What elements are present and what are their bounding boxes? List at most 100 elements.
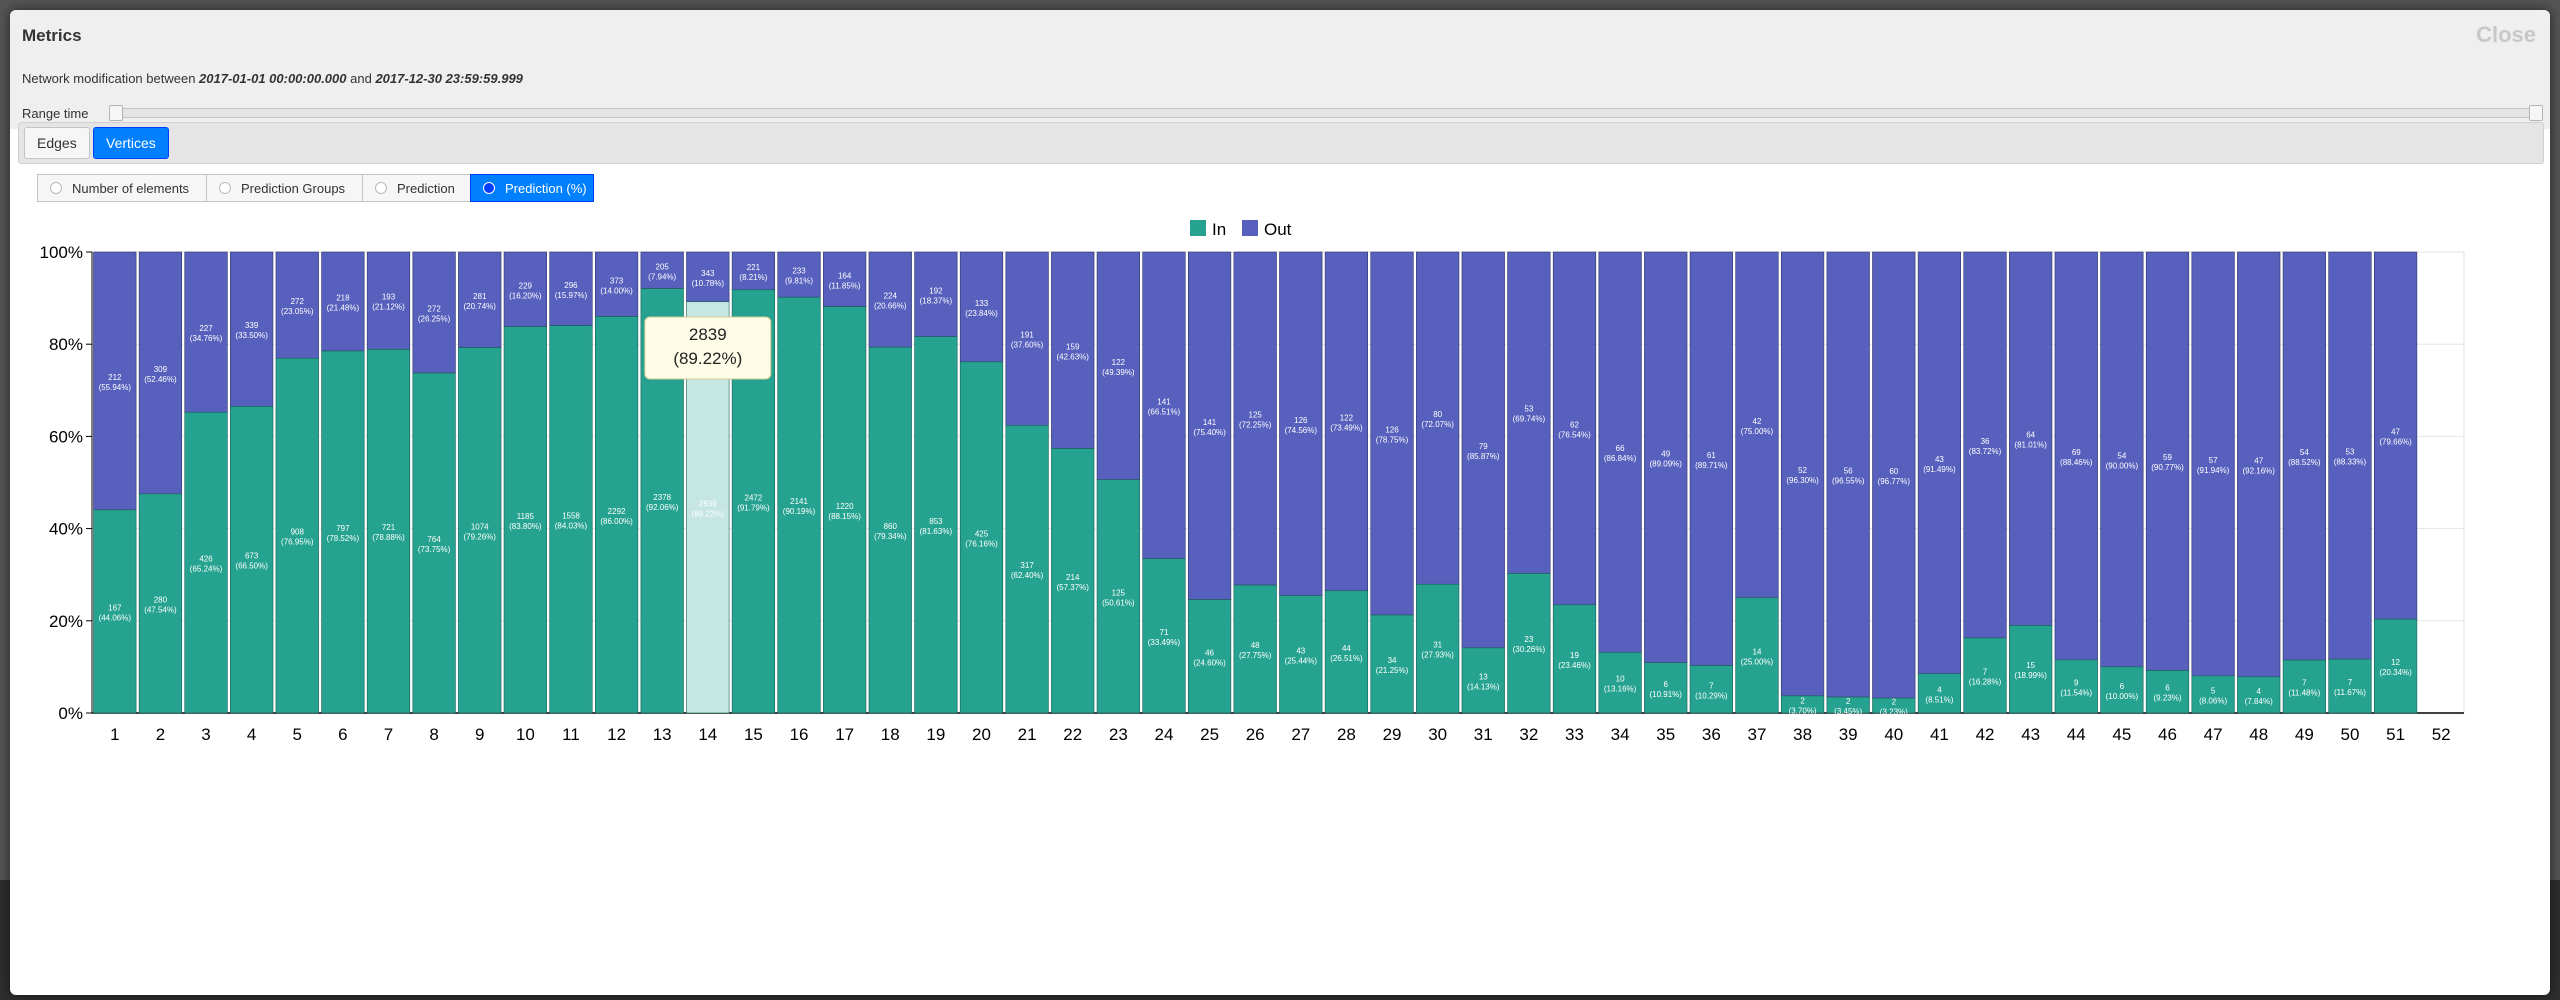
bar-in[interactable] (1826, 696, 1870, 714)
bar-in[interactable] (823, 306, 867, 714)
bar-in[interactable] (594, 316, 639, 714)
bar-out[interactable] (184, 251, 228, 413)
bar-out[interactable] (2282, 251, 2326, 661)
bar-out[interactable] (1187, 251, 1232, 600)
bar-in[interactable] (138, 493, 183, 714)
bar-in[interactable] (777, 296, 821, 714)
bar-out[interactable] (823, 251, 867, 307)
bar-out[interactable] (1416, 251, 1460, 585)
bar-out[interactable] (2100, 251, 2144, 668)
bar-out[interactable] (1644, 251, 1688, 664)
bar-in[interactable] (2237, 676, 2281, 714)
bar-in[interactable] (2328, 658, 2372, 714)
bar-out[interactable] (1005, 251, 1049, 426)
close-button[interactable]: Close (2476, 22, 2536, 47)
bar-in[interactable] (1005, 425, 1049, 714)
bar-in[interactable] (1917, 673, 1962, 714)
bar-out[interactable] (1780, 251, 1825, 697)
bar-out[interactable] (1826, 251, 1870, 698)
mode-number-of-elements[interactable]: Number of elements (37, 174, 207, 202)
bar-out[interactable] (2054, 251, 2098, 661)
bar-in[interactable] (2145, 670, 2190, 714)
bar-out[interactable] (1233, 251, 1277, 586)
bar-in[interactable] (503, 326, 547, 714)
bar-in[interactable] (1963, 637, 2007, 714)
bar-out[interactable] (366, 251, 411, 350)
bar-in[interactable] (1507, 573, 1551, 714)
bar-out[interactable] (1735, 251, 1779, 599)
bar-in[interactable] (1324, 590, 1369, 714)
bar-in[interactable] (366, 349, 411, 714)
bar-out[interactable] (1096, 251, 1140, 481)
bar-in[interactable] (2054, 659, 2098, 714)
bar-out[interactable] (2009, 251, 2053, 626)
bar-in[interactable] (2191, 675, 2235, 714)
tab-vertices[interactable]: Vertices (93, 127, 169, 159)
bar-out[interactable] (1461, 251, 1505, 649)
bar-in[interactable] (2373, 618, 2418, 714)
bar-out[interactable] (1917, 251, 1962, 675)
bar-out[interactable] (2328, 251, 2372, 660)
bar-out[interactable] (594, 251, 639, 317)
bar-in[interactable] (2282, 659, 2326, 714)
bar-in[interactable] (868, 346, 912, 714)
bar-in[interactable] (959, 361, 1004, 714)
bar-in[interactable] (1279, 595, 1323, 714)
bar-out[interactable] (731, 251, 776, 291)
bar-out[interactable] (1370, 251, 1414, 616)
bar-out[interactable] (2191, 251, 2235, 677)
bar-in[interactable] (1461, 647, 1505, 714)
bar-in[interactable] (1416, 583, 1460, 714)
bar-out[interactable] (1689, 251, 1733, 666)
bar-in[interactable] (549, 325, 593, 714)
range-time-slider[interactable] (109, 105, 2543, 121)
bar-in[interactable] (1689, 665, 1733, 714)
range-start-handle[interactable] (109, 105, 123, 121)
bar-in[interactable] (2100, 666, 2144, 714)
mode-prediction-groups[interactable]: Prediction Groups (206, 174, 363, 202)
bar-in[interactable] (1552, 604, 1597, 714)
bar-in[interactable] (1872, 697, 1916, 714)
bar-out[interactable] (1872, 251, 1916, 699)
bar-out[interactable] (959, 251, 1004, 363)
bar-out[interactable] (2237, 251, 2281, 678)
bar-out[interactable] (321, 251, 365, 352)
bar-in[interactable] (2009, 625, 2053, 714)
mode-prediction-percent[interactable]: Prediction (%) (470, 174, 594, 202)
bar-in[interactable] (1096, 479, 1140, 714)
bar-out[interactable] (2145, 251, 2190, 671)
bar-in[interactable] (914, 336, 958, 714)
bar-out[interactable] (1051, 251, 1095, 449)
bar-in[interactable] (321, 350, 365, 714)
bar-in[interactable] (1051, 448, 1095, 714)
bar-in[interactable] (1233, 584, 1277, 714)
bar-in[interactable] (412, 372, 456, 714)
bar-in[interactable] (1187, 599, 1232, 714)
bar-in[interactable] (1735, 597, 1779, 714)
bar-out[interactable] (93, 251, 137, 511)
bar-out[interactable] (1279, 251, 1323, 597)
bar-out[interactable] (1963, 251, 2007, 639)
bar-in[interactable] (1370, 614, 1414, 714)
bar-out[interactable] (1552, 251, 1597, 606)
bar-out[interactable] (1142, 251, 1186, 559)
bar-out[interactable] (1324, 251, 1369, 592)
bar-out[interactable] (868, 251, 912, 348)
bar-in[interactable] (184, 411, 228, 714)
bar-out[interactable] (458, 251, 502, 348)
bar-in[interactable] (1644, 662, 1688, 714)
bar-in[interactable] (1598, 652, 1642, 714)
bar-in[interactable] (275, 357, 319, 714)
bar-out[interactable] (2373, 251, 2418, 620)
bar-out[interactable] (549, 251, 593, 326)
bar-out[interactable] (138, 251, 183, 495)
range-end-handle[interactable] (2529, 105, 2543, 121)
tab-edges[interactable]: Edges (24, 127, 90, 159)
bar-in[interactable] (1142, 558, 1186, 714)
bar-in[interactable] (230, 406, 274, 714)
bar-out[interactable] (914, 251, 958, 338)
bar-in[interactable] (1780, 695, 1825, 714)
bar-in[interactable] (93, 509, 137, 714)
bar-out[interactable] (640, 251, 684, 289)
bar-out[interactable] (1598, 251, 1642, 653)
